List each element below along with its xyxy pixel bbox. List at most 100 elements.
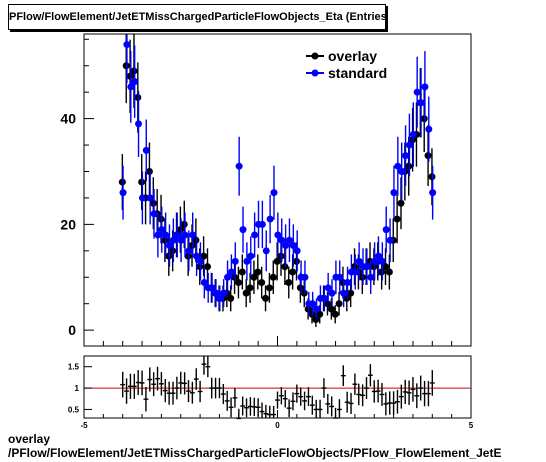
data-point xyxy=(374,252,382,260)
data-point xyxy=(385,268,393,276)
data-point xyxy=(150,210,158,218)
data-point xyxy=(327,305,335,313)
data-point xyxy=(227,294,235,302)
data-point xyxy=(119,189,127,197)
data-point xyxy=(266,215,274,223)
data-point xyxy=(224,273,232,281)
data-point xyxy=(177,236,185,244)
main-data-points xyxy=(118,34,437,328)
data-point xyxy=(367,273,375,281)
data-point xyxy=(278,236,286,244)
data-point xyxy=(203,263,211,271)
data-point xyxy=(239,226,247,234)
data-point xyxy=(405,141,413,149)
data-point xyxy=(344,279,352,287)
data-point xyxy=(316,310,324,318)
data-point xyxy=(340,289,348,297)
data-point xyxy=(227,268,235,276)
data-point xyxy=(173,231,181,239)
data-point xyxy=(409,130,417,138)
data-point xyxy=(282,242,290,250)
data-point xyxy=(289,242,297,250)
data-point xyxy=(351,268,359,276)
series-standard xyxy=(119,34,437,320)
legend-standard-label: standard xyxy=(328,65,387,81)
data-point xyxy=(188,242,196,250)
data-point xyxy=(285,279,293,287)
ratio-y-tick-label: 1.5 xyxy=(68,363,80,372)
data-point xyxy=(138,194,146,202)
data-point xyxy=(246,284,254,292)
data-point xyxy=(247,252,255,260)
data-point xyxy=(402,152,410,160)
ratio-x-tick-label: -5 xyxy=(80,421,88,430)
footer-path: /PFlow/FlowElement/JetETMissChargedParti… xyxy=(8,446,502,460)
data-point xyxy=(200,252,208,260)
data-point xyxy=(417,99,425,107)
data-point xyxy=(336,273,344,281)
ratio-x-tick-label: 0 xyxy=(275,421,280,430)
data-point xyxy=(251,231,259,239)
main-y-tick-label: 20 xyxy=(60,216,76,232)
data-point xyxy=(425,125,433,133)
data-point xyxy=(320,294,328,302)
data-point xyxy=(309,300,317,308)
data-point xyxy=(193,252,201,260)
data-point xyxy=(262,247,270,255)
data-point xyxy=(185,247,193,255)
data-point xyxy=(146,194,154,202)
data-point xyxy=(220,289,228,297)
data-point xyxy=(355,257,363,265)
data-point xyxy=(270,189,278,197)
data-point xyxy=(154,231,162,239)
data-point xyxy=(265,284,273,292)
data-point xyxy=(258,279,266,287)
data-point xyxy=(269,273,277,281)
legend-overlay-marker xyxy=(311,52,319,60)
data-point xyxy=(394,162,402,170)
data-point xyxy=(250,273,258,281)
main-y-tick-label: 40 xyxy=(60,111,76,127)
data-point xyxy=(293,247,301,255)
data-point xyxy=(429,189,437,197)
data-point xyxy=(131,78,139,86)
data-point xyxy=(397,199,405,207)
data-point xyxy=(234,279,242,287)
data-point xyxy=(313,305,321,313)
data-point xyxy=(382,263,390,271)
data-point xyxy=(200,279,208,287)
data-point xyxy=(243,257,251,265)
histogram-title: PFlow/FlowElement/JetETMissChargedPartic… xyxy=(8,4,386,30)
data-point xyxy=(235,162,243,170)
data-point xyxy=(413,88,421,96)
data-point xyxy=(347,289,355,297)
data-point xyxy=(331,310,339,318)
data-point xyxy=(390,189,398,197)
data-point xyxy=(274,231,282,239)
data-point xyxy=(285,236,293,244)
data-point xyxy=(196,257,204,265)
data-point xyxy=(386,236,394,244)
data-point xyxy=(238,268,246,276)
footer-label-overlay: overlay xyxy=(8,432,51,446)
data-point xyxy=(363,263,371,271)
data-point xyxy=(165,242,173,250)
data-point xyxy=(335,300,343,308)
legend: overlay standard xyxy=(306,48,387,81)
data-point xyxy=(382,226,390,234)
data-point xyxy=(421,83,429,91)
data-point xyxy=(181,231,189,239)
data-point xyxy=(393,215,401,223)
series-overlay xyxy=(118,34,436,328)
data-point xyxy=(142,146,150,154)
data-point xyxy=(127,83,135,91)
data-point xyxy=(216,294,224,302)
data-point xyxy=(289,268,297,276)
data-point xyxy=(162,231,170,239)
data-point xyxy=(301,273,309,281)
data-point xyxy=(118,178,126,186)
data-point xyxy=(135,120,143,128)
data-point xyxy=(273,257,281,265)
ratio-y-tick-label: 1 xyxy=(75,384,80,393)
